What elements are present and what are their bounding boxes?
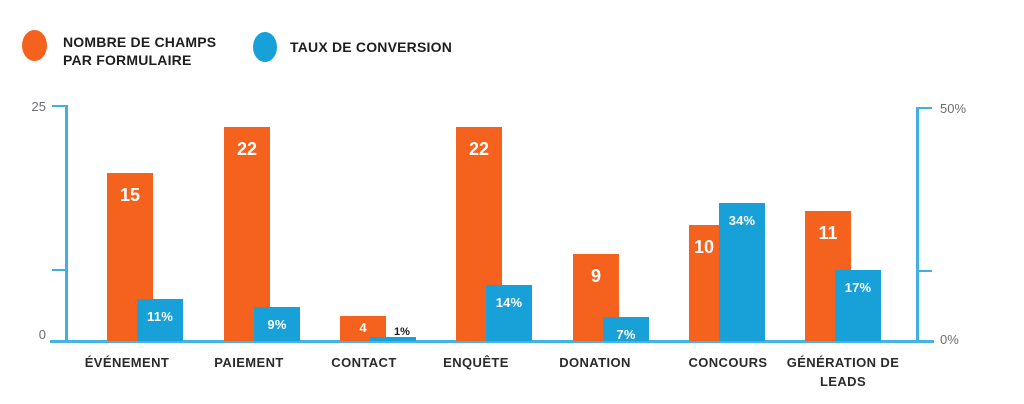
fields-bar-value: 9	[590, 266, 601, 286]
conversion-bar-value: 11%	[147, 309, 173, 324]
fields-bar-value: 11	[818, 223, 838, 243]
conversion-bar: 17%	[835, 270, 881, 341]
conversion-bar-value: 9%	[267, 317, 287, 332]
left-axis-max-label: 25	[31, 99, 46, 114]
fields-bar-value: 15	[119, 185, 141, 205]
left-axis-tick-top	[52, 105, 65, 107]
category-label: GÉNÉRATION DE LEADS	[786, 355, 900, 389]
left-axis-line	[65, 105, 68, 343]
fields-legend-label-line1: NOMBRE DE CHAMPS	[63, 34, 217, 50]
fields-bar-value: 10	[693, 237, 715, 257]
fields-bar-value: 22	[236, 139, 258, 159]
conversion-bar: 34%	[719, 203, 765, 341]
right-axis-max-label: 50%	[940, 101, 967, 116]
fields-legend-label-line2: PAR FORMULAIRE	[63, 52, 192, 68]
category-label: ENQUÊTE	[443, 355, 509, 370]
x-axis-baseline	[50, 340, 934, 343]
conversion-legend-swatch-icon	[253, 32, 277, 62]
category-label: CONTACT	[331, 355, 397, 370]
conversion-bar: 9%	[254, 307, 300, 341]
category-label: PAIEMENT	[214, 355, 284, 370]
category-label: ÉVÉNEMENT	[84, 355, 170, 370]
conversion-bar: 14%	[486, 285, 532, 341]
category-label: DONATION	[559, 355, 631, 370]
conversion-legend-label: TAUX DE CONVERSION	[290, 38, 452, 56]
fields-bar-value: 4	[359, 320, 367, 335]
conversion-bar-value: 34%	[728, 213, 756, 228]
fields-bar-value: 22	[468, 139, 490, 159]
left-axis-tick-mid	[52, 269, 65, 271]
conversion-bar-value: 7%	[616, 327, 636, 342]
right-axis-tick-top	[919, 107, 932, 109]
fields-bar: 4	[340, 316, 386, 341]
fields-legend-swatch-icon	[22, 30, 47, 61]
fields-legend-label: NOMBRE DE CHAMPS PAR FORMULAIRE	[63, 33, 216, 69]
conversion-bar: 11%	[137, 299, 183, 341]
conversion-bar	[370, 337, 416, 341]
conversion-bar: 7%	[603, 317, 649, 342]
right-axis-line	[916, 107, 919, 343]
category-label: CONCOURS	[688, 355, 768, 370]
conversion-legend-label-line1: TAUX DE CONVERSION	[290, 39, 453, 55]
conversion-bar-value: 1%	[394, 326, 410, 338]
left-axis-min-label: 0	[38, 327, 46, 342]
right-axis-min-label: 0%	[940, 332, 959, 347]
fields-bar: 22	[224, 127, 270, 341]
right-axis-tick-mid	[919, 270, 932, 272]
conversion-bar-value: 17%	[844, 280, 872, 295]
conversion-bar-value: 14%	[495, 295, 523, 310]
